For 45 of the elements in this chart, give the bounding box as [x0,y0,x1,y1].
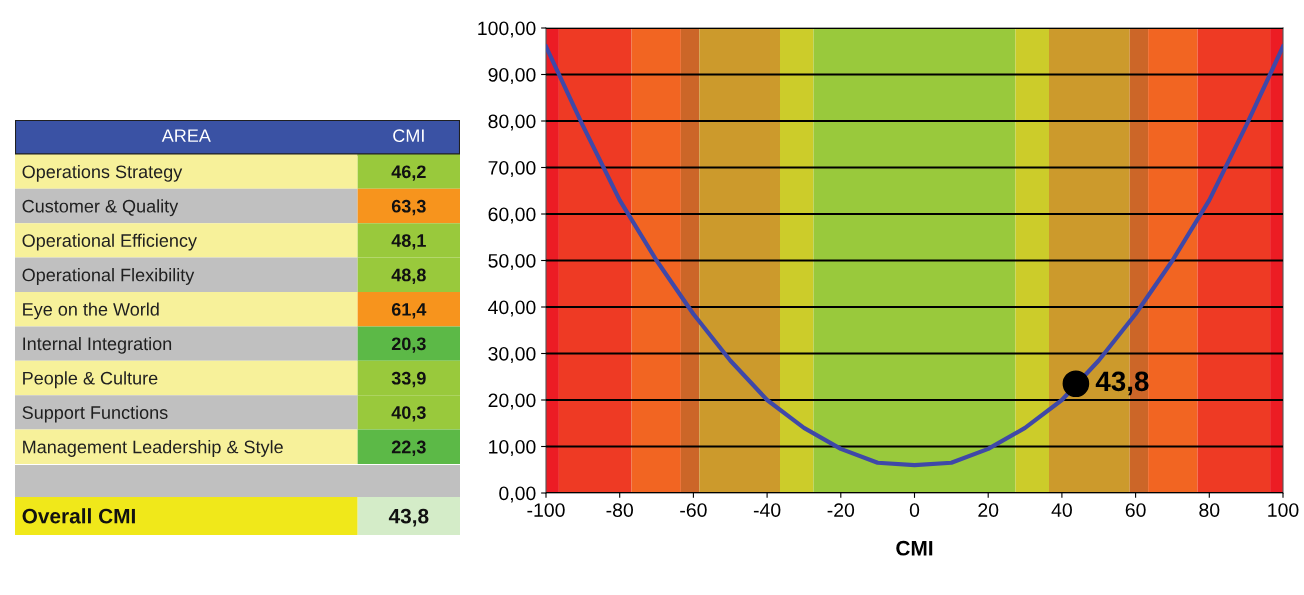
y-tick-label: 30,00 [488,346,536,364]
data-label: 63,3 [391,199,426,216]
y-tick-label: 70,00 [488,160,536,178]
y-tick-label: 80,00 [488,114,536,131]
y-tick-label: Operational Efficiency [22,233,197,251]
data-label: 22,3 [391,440,426,456]
x-axis-title: CMI [896,540,933,556]
y-tick-label: 90,00 [488,67,536,85]
x-tick-label: -20 [827,503,855,517]
y-tick-label: Customer & Quality [22,199,179,217]
data-label: 46,2 [391,165,426,181]
y-tick-label: 10,00 [489,439,536,457]
y-tick-label: 20,00 [488,393,536,410]
y-tick-label: Internal Integration [23,336,172,354]
data-label: 40,3 [391,406,426,422]
y-axis-title: AREA [161,129,211,142]
x-tick-label: -60 [680,503,707,517]
y-tick-label: 40,00 [488,300,536,317]
y-tick-label: Eye on the World [23,302,159,320]
y-tick-label: 0,00 [499,486,536,503]
y-tick-label: 60,00 [488,207,536,224]
x-tick-label: 0 [909,503,920,517]
x-tick-label: -80 [606,503,633,517]
data-label: 20,3 [391,337,426,353]
y-tick-label: 100,00 [478,21,536,38]
data-label: 48,8 [391,268,426,284]
annotation: 43,8 [1095,371,1149,396]
data-label: 61,4 [391,302,427,319]
y-tick-label: Support Functions [22,405,168,423]
text: Overall CMI [22,508,135,524]
x-tick-label: 40 [1051,503,1072,517]
text: 43,8 [388,508,429,527]
x-tick-label: -40 [753,503,781,517]
data-label: 33,9 [391,371,426,388]
data-label: 48,1 [391,234,426,250]
x-tick-label: 80 [1199,503,1220,517]
y-tick-label: People & Culture [23,371,158,389]
y-tick-label: Operational Flexibility [22,268,195,285]
x-tick-label: 60 [1125,503,1146,517]
y-tick-label: Management Leadership & Style [23,440,283,457]
x-tick-label: 20 [978,503,999,517]
x-tick-label: 100 [1268,503,1299,517]
y-tick-label: Operations Strategy [22,164,183,182]
x-tick-label: -100 [527,503,565,517]
y-tick-label: 50,00 [488,253,536,271]
